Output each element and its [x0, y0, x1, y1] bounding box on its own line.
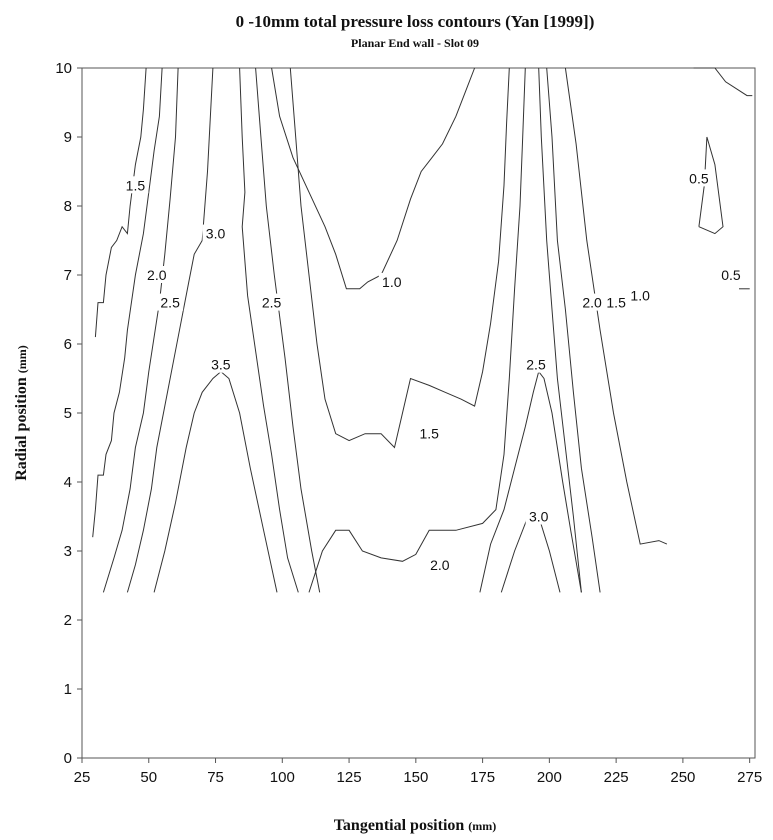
contour-label-bg-14 — [685, 169, 712, 187]
contour-label-bg-1 — [143, 266, 170, 283]
x-tick-label-8: 225 — [604, 769, 629, 786]
contour-line-1-5-8 — [289, 67, 510, 449]
x-tick-label-6: 175 — [470, 769, 495, 786]
contour-line-0-5-16 — [693, 67, 753, 97]
contour-label-2: 2.5 — [160, 295, 180, 311]
x-axis-ticks: 25 50 75 100 125 150 175 200 225 250 275 — [74, 758, 762, 786]
contour-line-3-5-4 — [153, 370, 278, 593]
x-axis-label: Tangential position — [334, 817, 465, 834]
y-axis-unit: (mm) — [15, 345, 29, 373]
x-tick-label-4: 125 — [337, 769, 362, 786]
contour-label-bg-12 — [603, 293, 630, 311]
y-tick-label-7: 7 — [64, 267, 72, 284]
contour-label-0: 1.5 — [126, 177, 146, 193]
contour-line-1-0-7 — [271, 67, 476, 290]
contour-label-bg-7 — [416, 424, 443, 442]
contour-label-12: 1.5 — [606, 295, 626, 311]
contour-line-1-5-0 — [94, 67, 147, 338]
y-axis-ticks: 0 1 2 3 4 5 6 7 8 9 10 — [55, 60, 82, 767]
plot-area — [81, 67, 756, 759]
x-tick-label-3: 100 — [270, 769, 295, 786]
x-tick-label-0: 25 — [74, 769, 91, 786]
contour-line-3-0-3 — [126, 67, 214, 593]
y-tick-label-5: 5 — [64, 405, 72, 422]
contour-label-11: 2.0 — [582, 295, 602, 311]
y-axis-title: Radial position (mm) — [13, 345, 30, 481]
x-tick-label-2: 75 — [207, 769, 224, 786]
contour-label-bg-2 — [157, 293, 184, 311]
contour-label-bg-15 — [717, 266, 744, 283]
y-tick-label-10: 10 — [55, 60, 72, 77]
contour-label-bg-0 — [122, 176, 149, 194]
contour-label-bg-8 — [426, 555, 453, 573]
x-tick-label-7: 200 — [537, 769, 562, 786]
x-tick-label-1: 50 — [140, 769, 157, 786]
contour-label-1: 2.0 — [147, 267, 167, 283]
chart-title: 0 -10mm total pressure loss contours (Ya… — [236, 12, 595, 31]
contour-line-1-5-13 — [546, 67, 601, 593]
contour-label-bg-5 — [258, 293, 285, 311]
contour-line-2-5-6 — [255, 67, 321, 593]
y-tick-label-0: 0 — [64, 750, 72, 767]
x-tick-label-10: 275 — [737, 769, 762, 786]
contour-label-3: 3.0 — [206, 226, 226, 242]
contour-lines — [92, 67, 753, 593]
contour-label-bg-10 — [525, 507, 552, 525]
contour-label-8: 2.0 — [430, 557, 450, 573]
contour-label-6: 1.0 — [382, 274, 402, 290]
contour-labels: 1.52.02.53.03.52.51.01.52.02.53.02.0 1.5 1… — [122, 169, 744, 573]
x-tick-label-5: 150 — [403, 769, 428, 786]
contour-label-14: 0.5 — [689, 170, 709, 186]
contour-label-9: 2.5 — [526, 357, 546, 373]
contour-line-2-0-1 — [92, 67, 163, 538]
contour-line-1-0-14 — [564, 67, 668, 545]
contour-line-2-0-9 — [308, 67, 526, 593]
contour-label-bg-3 — [202, 224, 229, 242]
contour-label-4: 3.5 — [211, 357, 231, 373]
y-tick-label-9: 9 — [64, 129, 72, 146]
y-axis-label: Radial position — [13, 377, 30, 481]
x-tick-label-9: 250 — [670, 769, 695, 786]
contour-line-2-5-10 — [479, 370, 582, 593]
contour-line-3-0-5 — [239, 67, 299, 593]
y-tick-label-2: 2 — [64, 612, 72, 629]
contour-label-bg-9 — [523, 355, 550, 373]
y-tick-label-1: 1 — [64, 681, 72, 698]
y-tick-label-4: 4 — [64, 474, 72, 491]
contour-label-15: 0.5 — [721, 267, 741, 283]
contour-label-5: 2.5 — [262, 295, 282, 311]
contour-label-bg-11 — [579, 293, 606, 311]
contour-label-bg-4 — [207, 355, 234, 373]
y-tick-label-3: 3 — [64, 543, 72, 560]
contour-line-2-0-12 — [538, 67, 582, 593]
x-axis-title: Tangential position (mm) — [334, 817, 497, 834]
y-tick-label-8: 8 — [64, 198, 72, 215]
contour-label-13: 1.0 — [630, 288, 650, 304]
contour-label-10: 3.0 — [529, 509, 549, 525]
contour-label-bg-13 — [627, 286, 654, 304]
y-tick-label-6: 6 — [64, 336, 72, 353]
contour-label-7: 1.5 — [419, 426, 439, 442]
contour-label-bg-6 — [378, 272, 405, 290]
contour-line-2-5-2 — [102, 67, 179, 593]
chart-subtitle: Planar End wall - Slot 09 — [351, 36, 479, 50]
x-axis-unit: (mm) — [468, 819, 496, 833]
